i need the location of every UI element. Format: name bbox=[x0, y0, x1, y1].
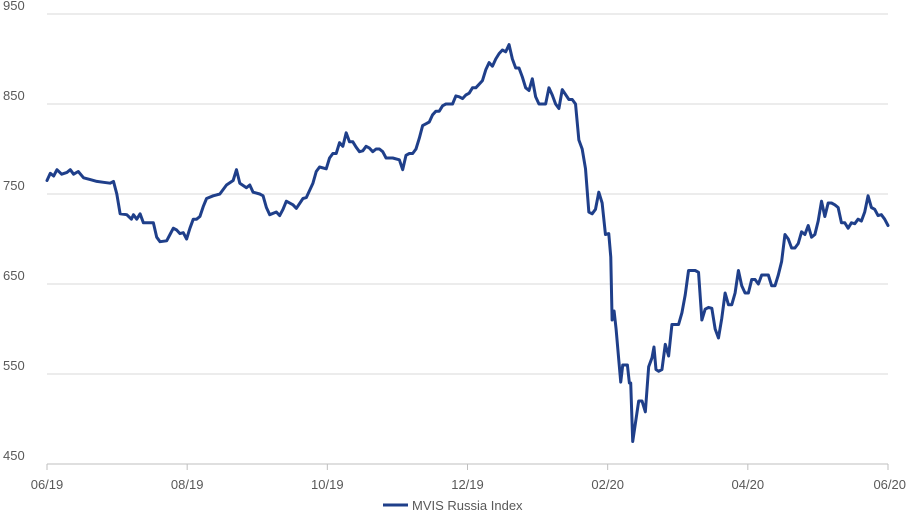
x-tick-label: 12/19 bbox=[451, 477, 484, 492]
x-tick-label: 02/20 bbox=[591, 477, 624, 492]
y-tick-label: 950 bbox=[3, 0, 25, 13]
x-tick-label: 06/19 bbox=[31, 477, 64, 492]
legend-label: MVIS Russia Index bbox=[412, 498, 523, 513]
y-tick-label: 450 bbox=[3, 448, 25, 463]
x-tick-label: 04/20 bbox=[732, 477, 765, 492]
y-tick-label: 750 bbox=[3, 178, 25, 193]
x-tick-label: 10/19 bbox=[311, 477, 344, 492]
x-axis-tick-labels: 06/19 08/19 10/19 12/19 02/20 04/20 06/20 bbox=[31, 464, 906, 492]
y-tick-label: 850 bbox=[3, 88, 25, 103]
x-tick-label: 06/20 bbox=[873, 477, 906, 492]
series-layer bbox=[45, 43, 890, 443]
series-line bbox=[45, 43, 890, 443]
y-tick-label: 650 bbox=[3, 268, 25, 283]
gridlines bbox=[47, 13, 888, 465]
y-tick-label: 550 bbox=[3, 358, 25, 373]
y-axis-tick-labels: 450 550 650 750 850 950 bbox=[3, 0, 25, 463]
x-tick-label: 08/19 bbox=[171, 477, 204, 492]
legend: MVIS Russia Index bbox=[383, 498, 523, 513]
